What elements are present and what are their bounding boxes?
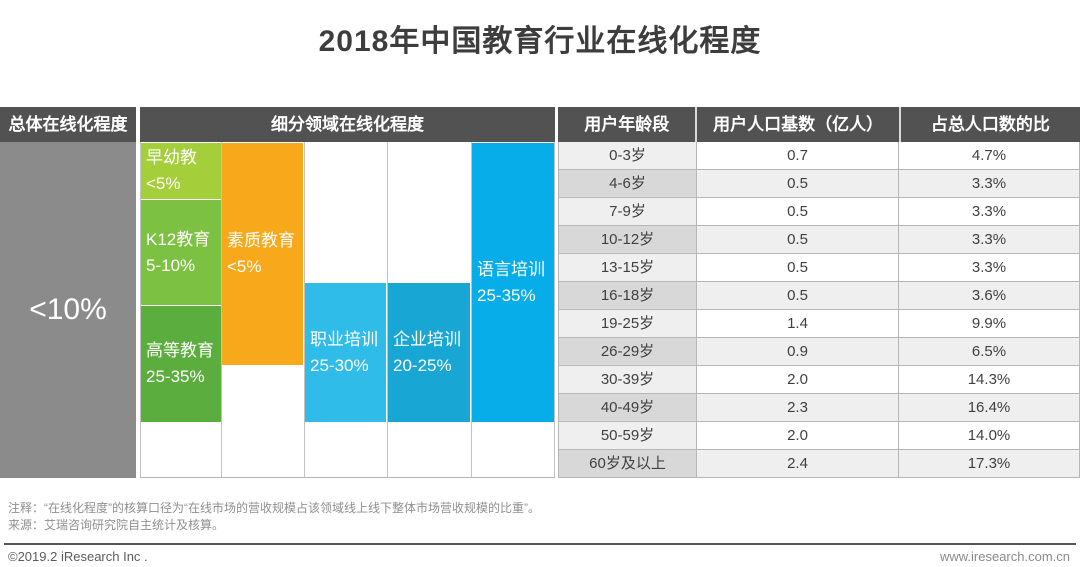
copyright-text: ©2019.2 iResearch Inc . bbox=[8, 549, 148, 564]
segment-block-early-education: 早幼教 <5% bbox=[141, 143, 221, 199]
segment-block-vocational-training: 职业培训 25-30% bbox=[305, 283, 386, 422]
overall-value-panel: <10% bbox=[0, 142, 136, 478]
share-cell: 3.3% bbox=[899, 254, 1080, 282]
table-row: 19-25岁 1.4 9.9% bbox=[558, 310, 1080, 338]
age-cell: 7-9岁 bbox=[558, 198, 697, 226]
age-data-table: 0-3岁 0.7 4.7% 4-6岁 0.5 3.3% 7-9岁 0.5 3.3… bbox=[558, 142, 1080, 478]
age-cell: 13-15岁 bbox=[558, 254, 697, 282]
share-cell: 14.3% bbox=[899, 366, 1080, 394]
age-cell: 16-18岁 bbox=[558, 282, 697, 310]
population-cell: 2.0 bbox=[697, 422, 899, 450]
table-row: 30-39岁 2.0 14.3% bbox=[558, 366, 1080, 394]
segment-block-quality-education: 素质教育 <5% bbox=[222, 143, 303, 365]
segment-name: 早幼教 bbox=[146, 148, 197, 167]
segment-range: <5% bbox=[146, 174, 181, 193]
population-cell: 2.4 bbox=[697, 450, 899, 478]
age-cell: 0-3岁 bbox=[558, 142, 697, 170]
age-cell: 40-49岁 bbox=[558, 394, 697, 422]
population-cell: 0.5 bbox=[697, 226, 899, 254]
segment-range: 25-35% bbox=[477, 285, 536, 305]
segment-range: 25-35% bbox=[146, 367, 205, 386]
segment-name: 高等教育 bbox=[146, 341, 214, 360]
table-row: 16-18岁 0.5 3.6% bbox=[558, 282, 1080, 310]
age-cell: 19-25岁 bbox=[558, 310, 697, 338]
segment-name: 职业培训 bbox=[310, 329, 378, 349]
age-cell: 60岁及以上 bbox=[558, 450, 697, 478]
share-cell: 9.9% bbox=[899, 310, 1080, 338]
table-header-population: 用户人口基数（亿人） bbox=[697, 107, 899, 142]
note-source: 来源：艾瑞咨询研究院自主统计及核算。 bbox=[8, 518, 225, 532]
population-cell: 0.5 bbox=[697, 282, 899, 310]
population-cell: 1.4 bbox=[697, 310, 899, 338]
grid-line bbox=[140, 142, 141, 478]
population-cell: 0.5 bbox=[697, 170, 899, 198]
grid-line bbox=[471, 142, 472, 478]
segment-name: 企业培训 bbox=[393, 329, 461, 349]
segments-header: 细分领域在线化程度 bbox=[140, 107, 555, 142]
overall-header: 总体在线化程度 bbox=[0, 107, 136, 142]
share-cell: 4.7% bbox=[899, 142, 1080, 170]
table-row: 60岁及以上 2.4 17.3% bbox=[558, 450, 1080, 478]
table-row: 10-12岁 0.5 3.3% bbox=[558, 226, 1080, 254]
age-cell: 26-29岁 bbox=[558, 338, 697, 366]
table-row: 40-49岁 2.3 16.4% bbox=[558, 394, 1080, 422]
segment-range: 25-30% bbox=[310, 355, 369, 375]
age-cell: 30-39岁 bbox=[558, 366, 697, 394]
share-cell: 3.3% bbox=[899, 170, 1080, 198]
share-cell: 3.6% bbox=[899, 282, 1080, 310]
share-cell: 16.4% bbox=[899, 394, 1080, 422]
age-cell: 4-6岁 bbox=[558, 170, 697, 198]
share-cell: 6.5% bbox=[899, 338, 1080, 366]
segment-block-k12: K12教育 5-10% bbox=[141, 200, 221, 305]
table-row: 13-15岁 0.5 3.3% bbox=[558, 254, 1080, 282]
note-definition: 注释：“在线化程度”的核算口径为“在线市场的营收规模占该领域线上线下整体市场营收… bbox=[8, 501, 540, 515]
segment-name: K12教育 bbox=[146, 229, 211, 249]
grid-line bbox=[387, 142, 388, 478]
table-row: 50-59岁 2.0 14.0% bbox=[558, 422, 1080, 450]
segment-name: 语言培训 bbox=[477, 259, 545, 279]
table-header-share: 占总人口数的比 bbox=[900, 107, 1080, 142]
grid-line bbox=[140, 477, 555, 478]
share-cell: 3.3% bbox=[899, 226, 1080, 254]
segment-block-language-training: 语言培训 25-35% bbox=[472, 143, 554, 422]
age-cell: 10-12岁 bbox=[558, 226, 697, 254]
website-url: www.iresearch.com.cn bbox=[939, 549, 1070, 564]
page-title: 2018年中国教育行业在线化程度 bbox=[318, 25, 762, 58]
segment-range: 20-25% bbox=[393, 355, 452, 375]
population-cell: 0.7 bbox=[697, 142, 899, 170]
segment-block-corporate-training: 企业培训 20-25% bbox=[388, 283, 470, 422]
table-row: 26-29岁 0.9 6.5% bbox=[558, 338, 1080, 366]
table-row: 0-3岁 0.7 4.7% bbox=[558, 142, 1080, 170]
grid-line bbox=[221, 142, 222, 478]
segment-range: 5-10% bbox=[146, 255, 196, 275]
share-cell: 3.3% bbox=[899, 198, 1080, 226]
table-header-age: 用户年龄段 bbox=[558, 107, 696, 142]
footer-divider bbox=[4, 543, 1076, 545]
population-cell: 0.9 bbox=[697, 338, 899, 366]
share-cell: 14.0% bbox=[899, 422, 1080, 450]
segments-panel: 早幼教 <5% K12教育 5-10% 高等教育 25-35% 素质教育 <5%… bbox=[140, 142, 555, 478]
population-cell: 2.3 bbox=[697, 394, 899, 422]
population-cell: 0.5 bbox=[697, 254, 899, 282]
segment-name: 素质教育 bbox=[227, 231, 295, 250]
table-row: 7-9岁 0.5 3.3% bbox=[558, 198, 1080, 226]
share-cell: 17.3% bbox=[899, 450, 1080, 478]
segment-block-higher-education: 高等教育 25-35% bbox=[141, 306, 221, 422]
overall-value: <10% bbox=[29, 293, 107, 326]
population-cell: 2.0 bbox=[697, 366, 899, 394]
grid-line bbox=[554, 142, 555, 478]
population-cell: 0.5 bbox=[697, 198, 899, 226]
table-row: 4-6岁 0.5 3.3% bbox=[558, 170, 1080, 198]
segment-range: <5% bbox=[227, 257, 262, 276]
grid-line bbox=[304, 142, 305, 478]
table-header-row: 用户年龄段 用户人口基数（亿人） 占总人口数的比 bbox=[558, 107, 1080, 142]
age-cell: 50-59岁 bbox=[558, 422, 697, 450]
